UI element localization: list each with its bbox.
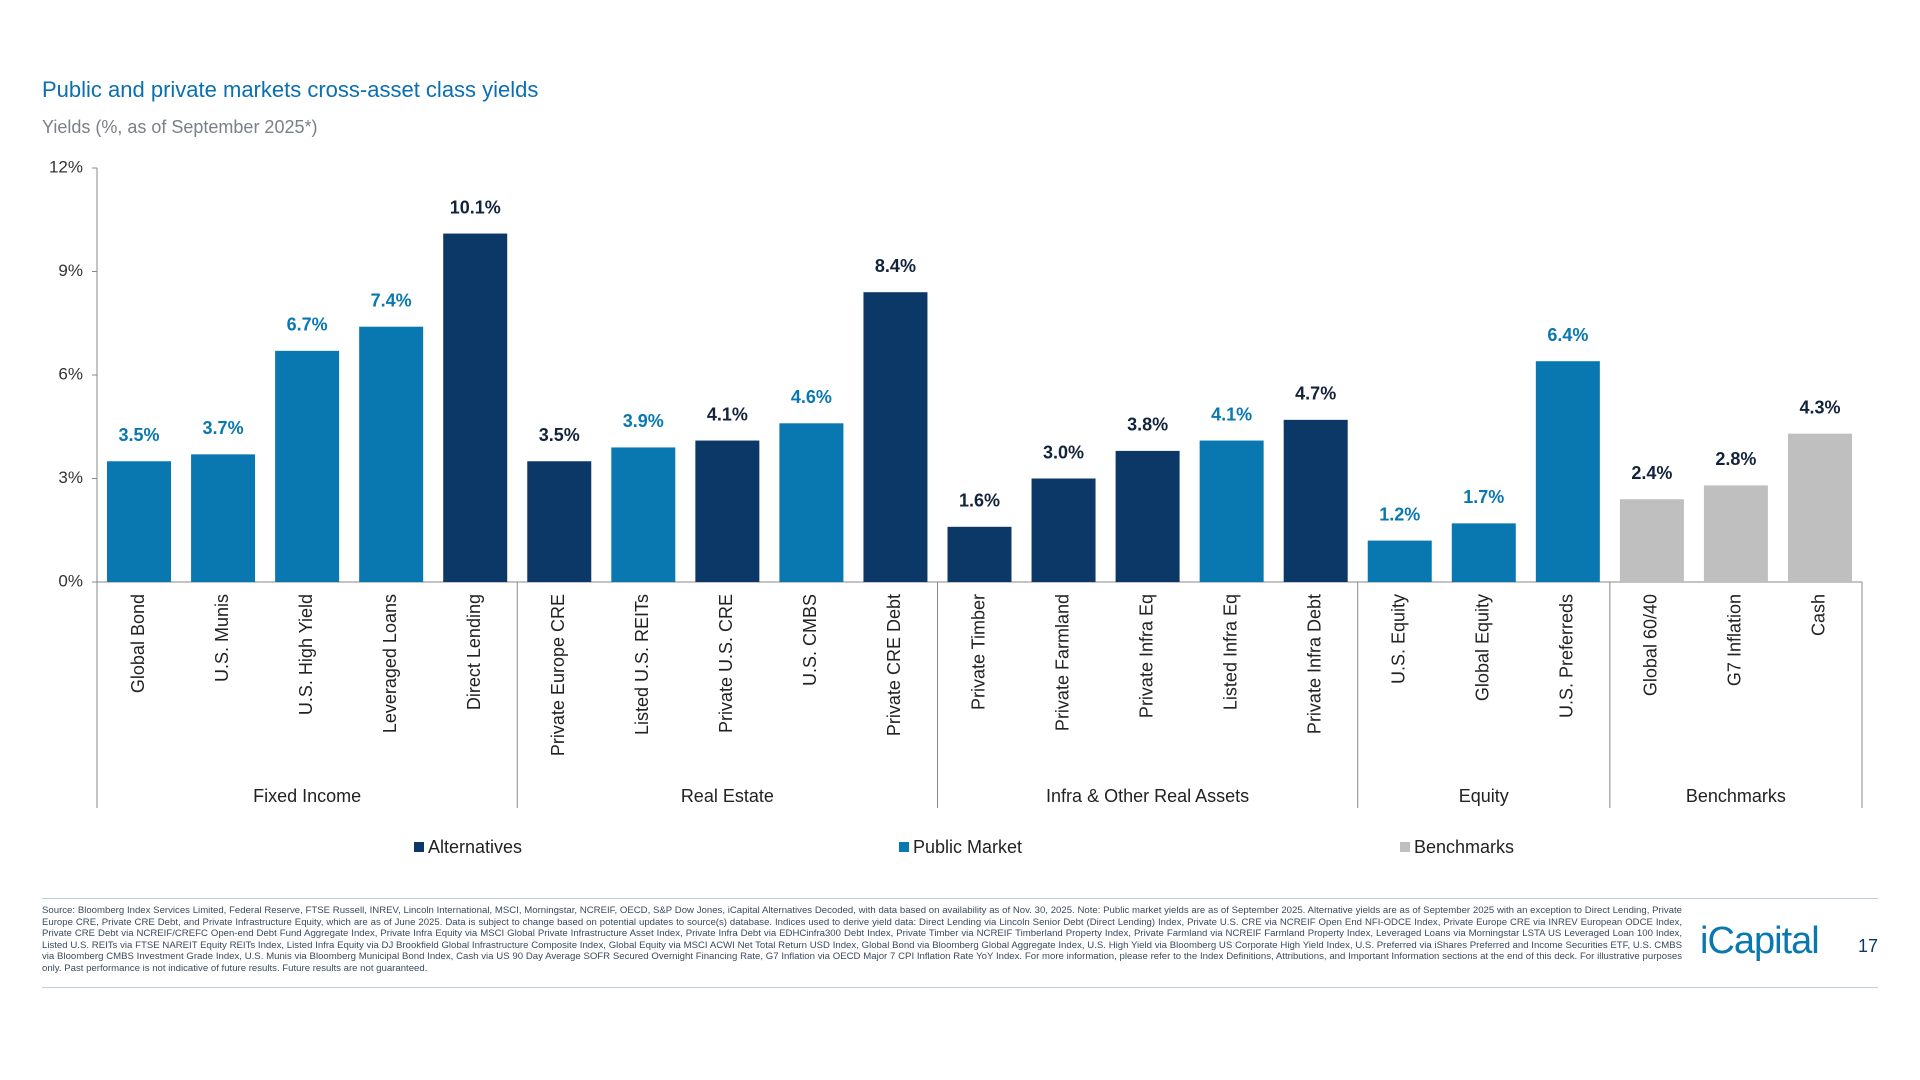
chart-title: Public and private markets cross-asset c…: [42, 77, 538, 102]
data-label: 3.9%: [623, 411, 664, 431]
y-tick-label: 9%: [58, 261, 83, 280]
x-tick-label: Global Equity: [1473, 594, 1493, 701]
data-label: 6.4%: [1547, 325, 1588, 345]
bar: [359, 326, 424, 582]
x-tick-label: Private CRE Debt: [884, 594, 904, 736]
bar: [947, 526, 1012, 582]
x-tick-label: Private U.S. CRE: [716, 594, 736, 733]
group-label: Benchmarks: [1686, 786, 1786, 806]
source-note: Source: Bloomberg Index Services Limited…: [42, 905, 1682, 974]
bar: [1283, 419, 1348, 582]
data-label: 1.6%: [959, 491, 1000, 511]
x-tick-label: Private Timber: [968, 594, 988, 710]
data-label: 4.3%: [1799, 397, 1840, 417]
data-label: 1.7%: [1463, 487, 1504, 507]
bar: [695, 440, 760, 582]
x-tick-label: U.S. Munis: [212, 594, 232, 682]
x-tick-label: Private Farmland: [1052, 594, 1072, 731]
x-tick-label: Global 60/40: [1641, 594, 1661, 696]
chart-subtitle: Yields (%, as of September 2025*): [42, 117, 317, 137]
data-label: 3.8%: [1127, 415, 1168, 435]
bar: [1787, 433, 1852, 582]
group-label: Infra & Other Real Assets: [1046, 786, 1249, 806]
legend-label: Alternatives: [428, 837, 522, 857]
bar: [191, 454, 256, 582]
bar: [863, 292, 928, 582]
y-tick-label: 0%: [58, 571, 83, 590]
legend-label: Public Market: [913, 837, 1022, 857]
bar: [1451, 523, 1516, 582]
x-tick-label: Cash: [1809, 594, 1829, 636]
data-label: 4.6%: [791, 387, 832, 407]
data-label: 7.4%: [371, 290, 412, 310]
x-tick-label: Private Infra Debt: [1304, 594, 1324, 734]
bar: [1367, 540, 1432, 582]
x-tick-label: Private Europe CRE: [548, 594, 568, 756]
footer-rule: [42, 898, 1878, 899]
x-tick-label: U.S. High Yield: [296, 594, 316, 715]
x-tick-label: Private Infra Eq: [1136, 594, 1156, 718]
bar: [1115, 450, 1180, 582]
bar: [779, 423, 844, 582]
data-label: 6.7%: [287, 315, 328, 335]
data-label: 1.2%: [1379, 504, 1420, 524]
x-tick-label: Listed U.S. REITs: [632, 594, 652, 735]
y-tick-label: 3%: [58, 468, 83, 487]
bar: [611, 447, 676, 582]
x-tick-label: Direct Lending: [464, 594, 484, 710]
legend-swatch: [899, 842, 909, 852]
x-tick-label: U.S. CMBS: [800, 594, 820, 686]
bar: [527, 461, 592, 582]
data-label: 3.7%: [203, 418, 244, 438]
legend-swatch: [414, 842, 424, 852]
bar: [1535, 361, 1600, 582]
group-label: Real Estate: [681, 786, 774, 806]
bar: [443, 233, 508, 583]
y-tick-label: 12%: [49, 157, 83, 176]
data-label: 2.4%: [1631, 463, 1672, 483]
data-label: 8.4%: [875, 256, 916, 276]
x-tick-label: Listed Infra Eq: [1220, 594, 1240, 710]
bar: [1199, 440, 1264, 582]
data-label: 3.5%: [119, 425, 160, 445]
x-tick-label: G7 Inflation: [1725, 594, 1745, 686]
legend-swatch: [1400, 842, 1410, 852]
page-number: 17: [1858, 936, 1879, 956]
bar: [1619, 499, 1684, 582]
bar: [275, 350, 340, 582]
data-label: 3.0%: [1043, 442, 1084, 462]
y-tick-label: 6%: [58, 364, 83, 383]
x-tick-label: Global Bond: [128, 594, 148, 693]
data-label: 2.8%: [1715, 449, 1756, 469]
x-tick-label: U.S. Equity: [1388, 594, 1408, 684]
data-label: 10.1%: [450, 197, 501, 217]
x-tick-label: U.S. Preferreds: [1557, 594, 1577, 718]
data-label: 4.1%: [1211, 404, 1252, 424]
bar: [1031, 478, 1096, 582]
legend-label: Benchmarks: [1414, 837, 1514, 857]
group-label: Fixed Income: [253, 786, 361, 806]
bar: [1703, 485, 1768, 582]
data-label: 4.1%: [707, 404, 748, 424]
footer-rule: [42, 987, 1878, 988]
chart: Public and private markets cross-asset c…: [42, 77, 1863, 857]
logo: iCapital: [1700, 920, 1820, 962]
group-label: Equity: [1459, 786, 1509, 806]
data-label: 3.5%: [539, 425, 580, 445]
data-label: 4.7%: [1295, 384, 1336, 404]
bar: [107, 461, 172, 582]
x-tick-label: Leveraged Loans: [380, 594, 400, 733]
